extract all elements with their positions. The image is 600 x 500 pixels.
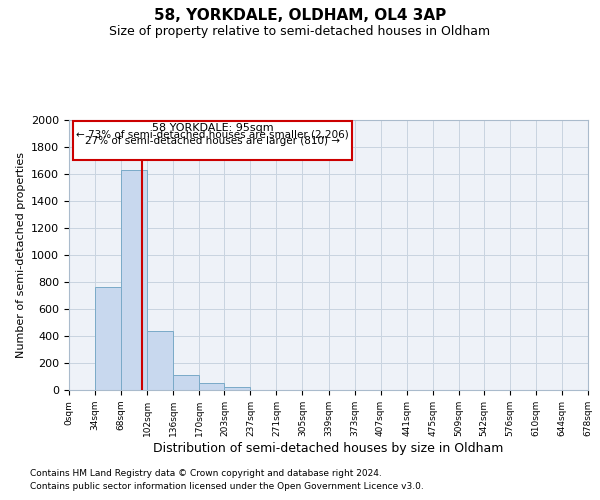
Text: 58, YORKDALE, OLDHAM, OL4 3AP: 58, YORKDALE, OLDHAM, OL4 3AP [154, 8, 446, 22]
Text: 58 YORKDALE: 95sqm: 58 YORKDALE: 95sqm [152, 124, 274, 134]
Bar [147, 332, 173, 390]
Text: ← 73% of semi-detached houses are smaller (2,206): ← 73% of semi-detached houses are smalle… [76, 130, 349, 140]
Bar [121, 170, 147, 390]
Text: 27% of semi-detached houses are larger (810) →: 27% of semi-detached houses are larger (… [85, 136, 340, 146]
Bar [224, 387, 250, 390]
FancyBboxPatch shape [73, 120, 352, 160]
X-axis label: Distribution of semi-detached houses by size in Oldham: Distribution of semi-detached houses by … [154, 442, 503, 454]
Bar [199, 383, 224, 390]
Text: Contains public sector information licensed under the Open Government Licence v3: Contains public sector information licen… [30, 482, 424, 491]
Bar [173, 374, 199, 390]
Text: Contains HM Land Registry data © Crown copyright and database right 2024.: Contains HM Land Registry data © Crown c… [30, 468, 382, 477]
Y-axis label: Number of semi-detached properties: Number of semi-detached properties [16, 152, 26, 358]
Bar [95, 288, 121, 390]
Text: Size of property relative to semi-detached houses in Oldham: Size of property relative to semi-detach… [109, 25, 491, 38]
